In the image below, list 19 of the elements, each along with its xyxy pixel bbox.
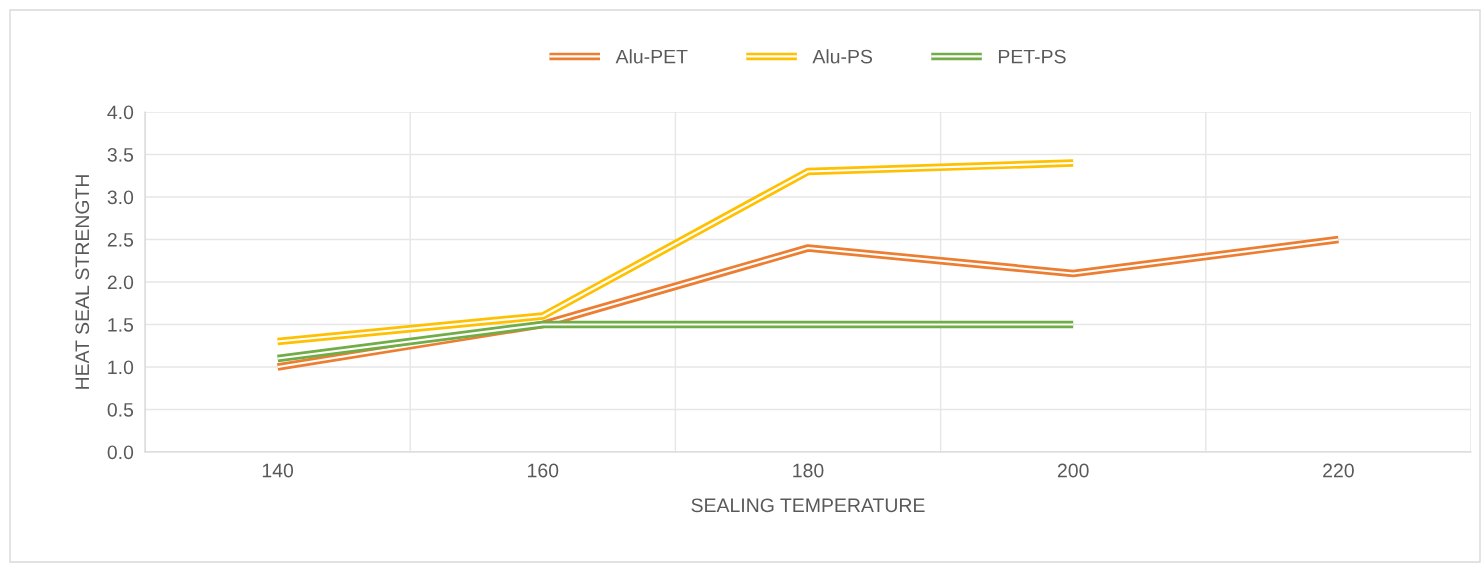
legend-label: PET-PS (998, 49, 1066, 64)
y-tick-label: 1.5 (108, 318, 134, 332)
x-tick-label: 220 (1323, 463, 1354, 478)
y-tick-label: 0.5 (107, 402, 134, 417)
y-tick-label: 1.0 (108, 360, 134, 375)
y-tick-label: 2.0 (107, 275, 134, 290)
x-tick-label: 180 (793, 463, 824, 478)
y-tick-label: 3.0 (107, 190, 134, 205)
x-tick-label: 200 (1057, 463, 1089, 478)
y-tick-label: 3.5 (107, 147, 134, 162)
x-tick-label: 140 (262, 463, 294, 478)
y-tick-label: 0.0 (107, 445, 134, 460)
x-tick-label: 160 (528, 463, 559, 478)
y-tick-label: 2.5 (107, 232, 134, 247)
y-axis-title: HEAT SEAL STRENGTH (75, 175, 90, 389)
y-tick-label: 4.0 (107, 105, 134, 120)
legend-label: Alu-PET (615, 49, 688, 64)
x-axis-title: SEALING TEMPERATURE (691, 498, 925, 513)
legend-label: Alu-PS (812, 49, 873, 64)
